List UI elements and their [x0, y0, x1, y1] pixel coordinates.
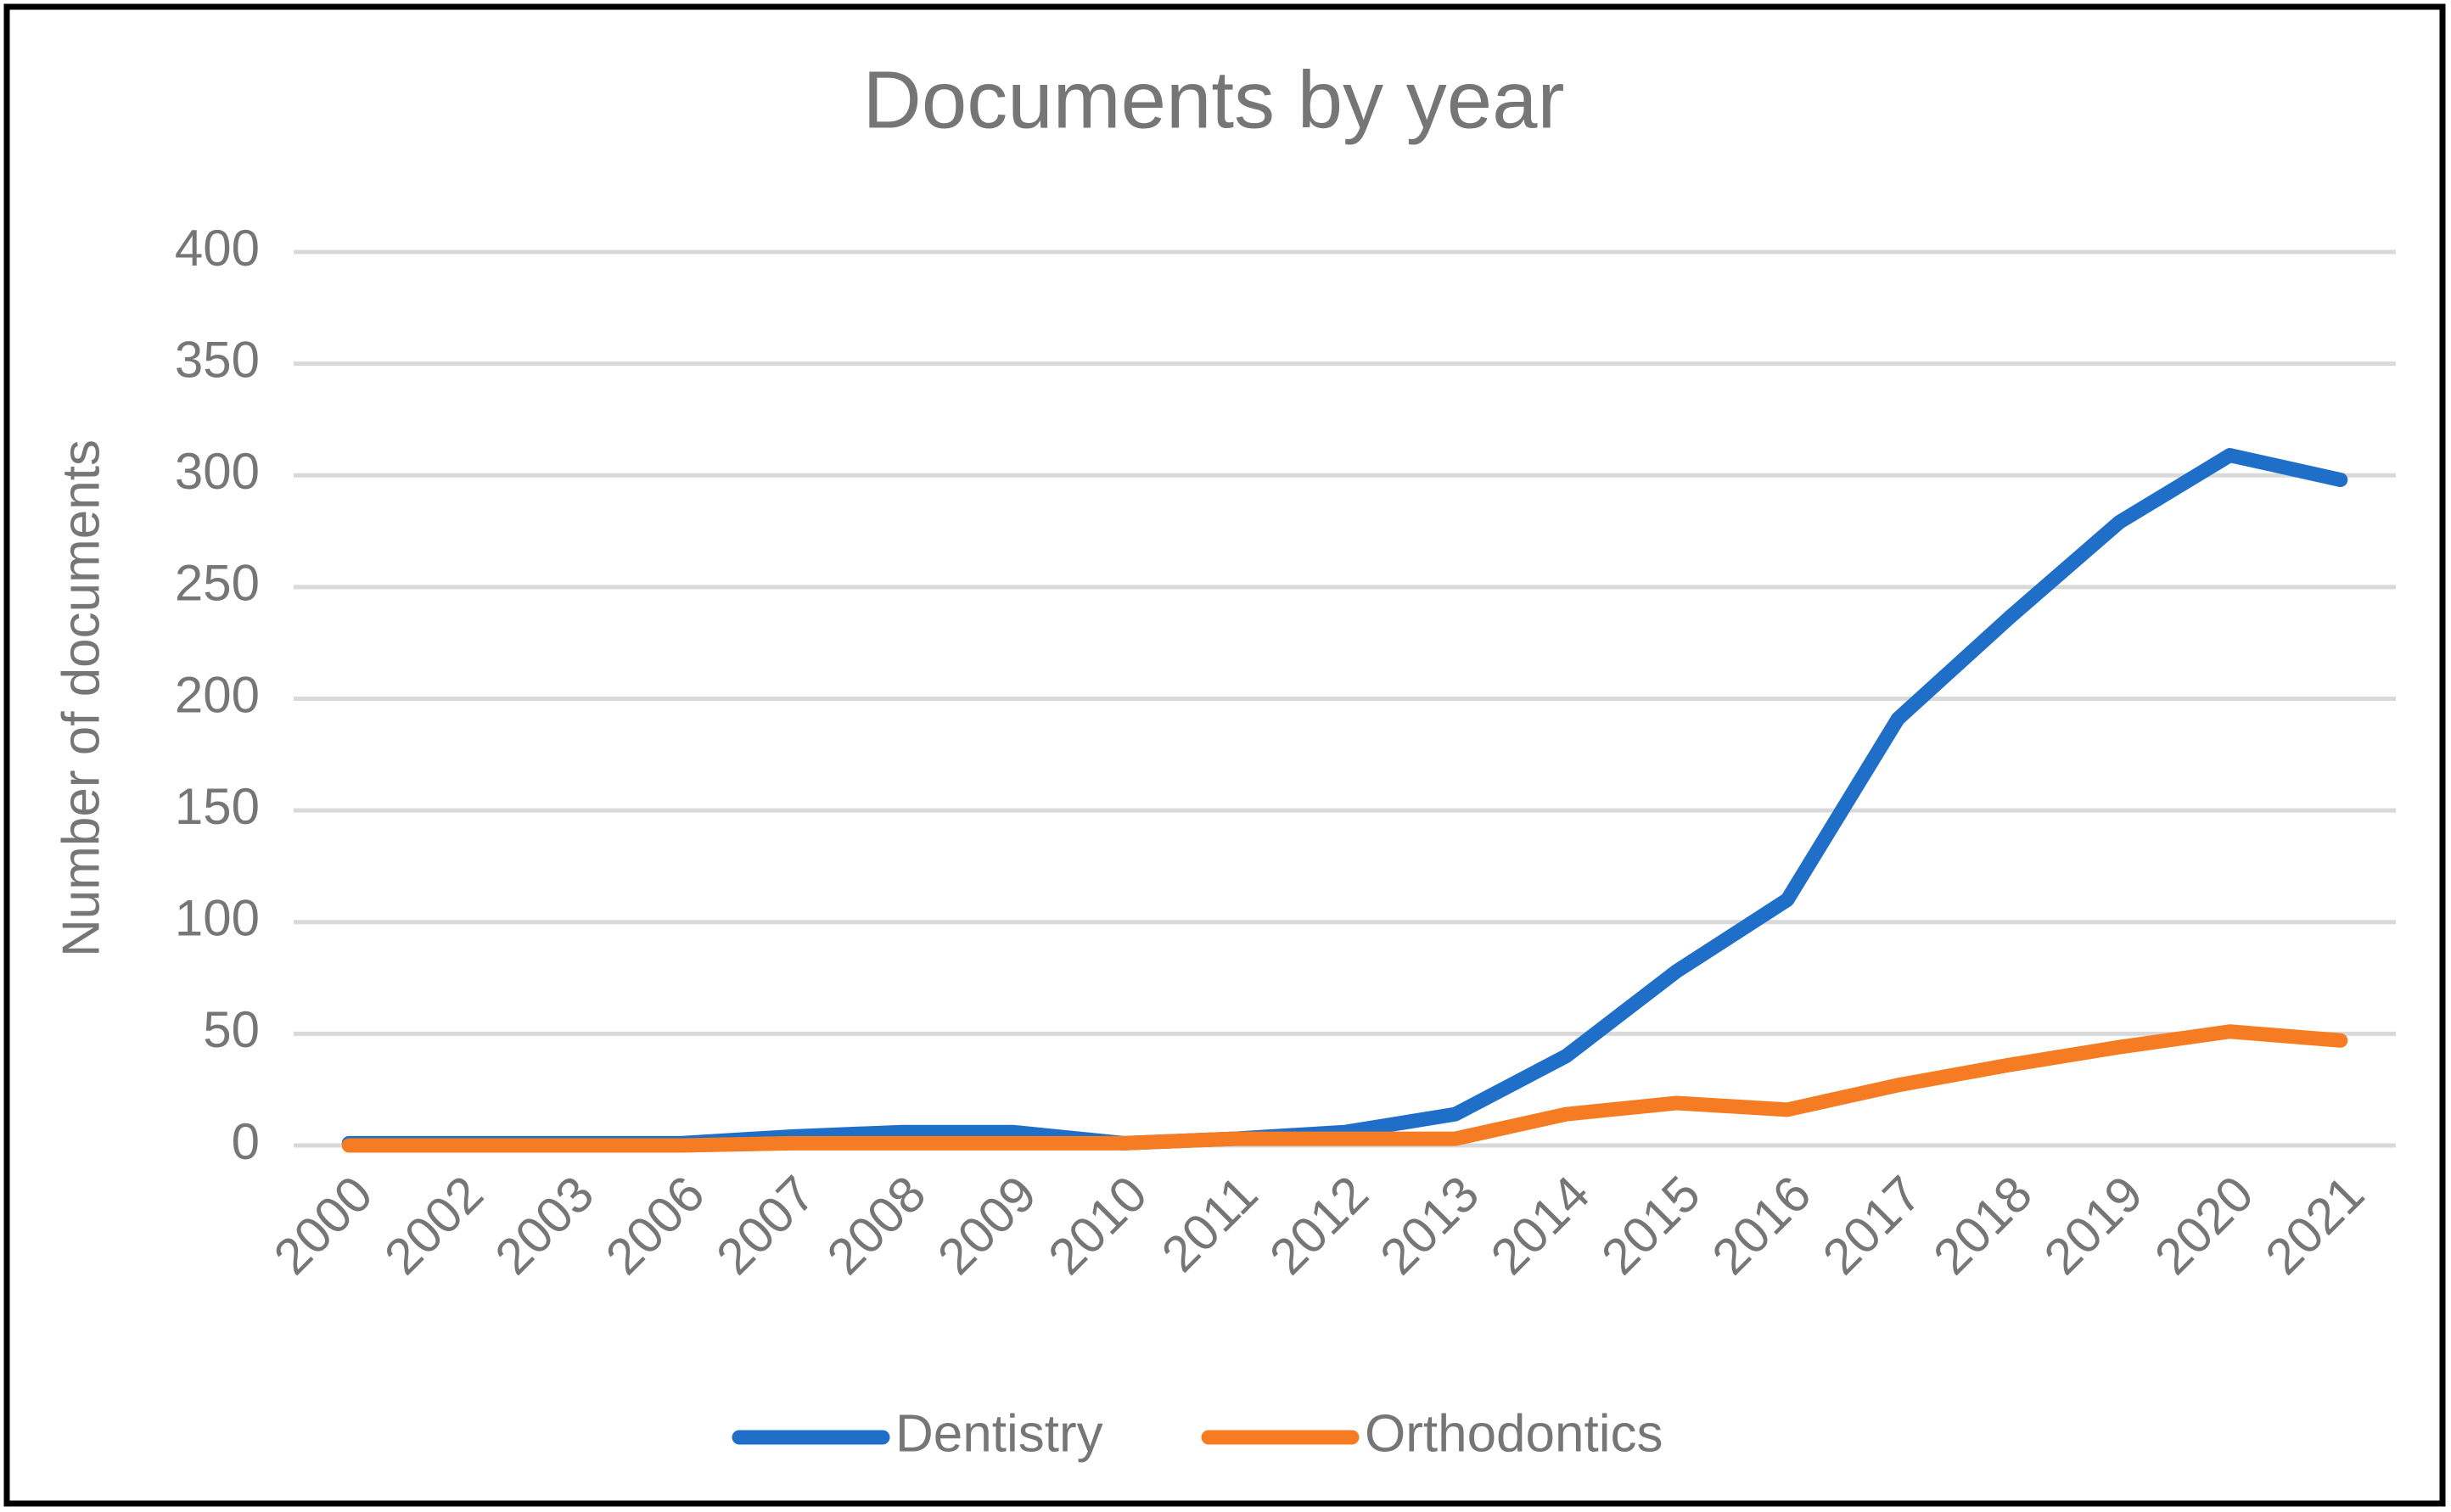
y-tick-label: 350	[175, 331, 260, 388]
y-tick-label: 200	[175, 666, 260, 723]
y-tick-label: 300	[175, 443, 260, 500]
legend-label: Dentistry	[895, 1404, 1103, 1463]
y-tick-label: 250	[175, 555, 260, 612]
y-tick-label: 50	[203, 1001, 260, 1058]
chart-border	[3, 3, 2446, 1507]
data-line	[341, 1024, 2348, 1153]
y-tick-label: 400	[175, 220, 260, 277]
y-tick-label: 150	[175, 778, 260, 835]
y-tick-label: 100	[175, 890, 260, 947]
legend-label: Orthodontics	[1365, 1404, 1663, 1463]
y-tick-label: 0	[232, 1113, 260, 1170]
y-axis-label: Number of documents	[52, 440, 110, 957]
chart-title: Documents by year	[862, 54, 1564, 145]
